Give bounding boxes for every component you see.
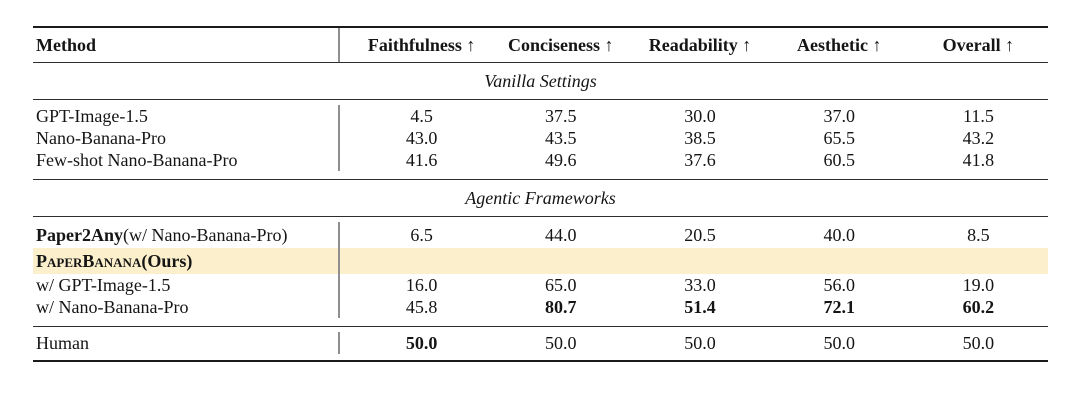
method-cell: Paper2Any (w/ Nano-Banana-Pro) bbox=[33, 222, 340, 248]
score-cell: 50.0 bbox=[962, 332, 995, 353]
method-cell: GPT-Image-1.5 bbox=[33, 105, 340, 127]
score-cell-best: 72.1 bbox=[823, 296, 855, 317]
score-cell: 65.5 bbox=[823, 127, 855, 148]
score-cell-best: 50.0 bbox=[405, 332, 438, 353]
score-cell: 37.6 bbox=[684, 149, 716, 170]
header-readability: Readability ↑ bbox=[648, 34, 752, 55]
score-cell: 60.5 bbox=[823, 149, 855, 170]
method-name-smallcaps: PaperBanana bbox=[36, 250, 142, 271]
header-faithfulness: Faithfulness ↑ bbox=[367, 34, 476, 55]
score-cell: 50.0 bbox=[545, 332, 577, 353]
score-cell: 16.0 bbox=[405, 274, 438, 295]
score-cell: 50.0 bbox=[823, 332, 855, 353]
score-cell: 56.0 bbox=[823, 274, 855, 295]
score-cell: 43.2 bbox=[962, 127, 995, 148]
vanilla-rule bbox=[33, 99, 1048, 100]
table-row-ours-gpt-image: w/ GPT-Image-1.5 16.0 65.0 33.0 56.0 19.… bbox=[33, 274, 1048, 296]
agentic-rule bbox=[33, 216, 1048, 217]
method-cell: w/ GPT-Image-1.5 bbox=[33, 274, 340, 296]
score-cell: 49.6 bbox=[545, 149, 577, 170]
score-cell-best: 60.2 bbox=[962, 296, 995, 317]
score-cell: 19.0 bbox=[962, 274, 995, 295]
score-cell: 33.0 bbox=[684, 274, 716, 295]
method-cell: PaperBanana (Ours) bbox=[33, 248, 340, 274]
score-cell: 30.0 bbox=[684, 105, 716, 126]
pre-human-rule bbox=[33, 326, 1048, 327]
table-row-paper2any: Paper2Any (w/ Nano-Banana-Pro) 6.5 44.0 … bbox=[33, 222, 1048, 248]
score-cell-best: 51.4 bbox=[684, 296, 716, 317]
score-cell: 40.0 bbox=[823, 224, 855, 245]
header-row: Method Faithfulness ↑ Conciseness ↑ Read… bbox=[33, 28, 1048, 62]
section-title-vanilla: Vanilla Settings bbox=[484, 70, 597, 91]
score-cell: 50.0 bbox=[684, 332, 716, 353]
top-rule bbox=[33, 26, 1048, 28]
score-cell: 43.5 bbox=[545, 127, 577, 148]
score-cell: 41.6 bbox=[405, 149, 438, 170]
method-name-rest: (w/ Nano-Banana-Pro) bbox=[123, 224, 288, 245]
score-cell: 8.5 bbox=[967, 224, 990, 245]
score-cell: 45.8 bbox=[405, 296, 438, 317]
score-cell: 37.5 bbox=[545, 105, 577, 126]
method-cell: Human bbox=[33, 332, 340, 354]
score-cell: 41.8 bbox=[962, 149, 995, 170]
score-cell: 20.5 bbox=[684, 224, 716, 245]
method-name-rest: (Ours) bbox=[141, 250, 193, 271]
table-row-paperbanana-ours: PaperBanana (Ours) bbox=[33, 248, 1048, 274]
results-table: Method Faithfulness ↑ Conciseness ↑ Read… bbox=[33, 26, 1048, 362]
method-cell: Nano-Banana-Pro bbox=[33, 127, 340, 149]
header-overall: Overall ↑ bbox=[942, 34, 1015, 55]
header-aesthetic: Aesthetic ↑ bbox=[796, 34, 882, 55]
score-cell: 11.5 bbox=[962, 105, 994, 126]
score-cell: 6.5 bbox=[410, 224, 433, 245]
score-cell: 4.5 bbox=[410, 105, 433, 126]
score-cell-best: 80.7 bbox=[545, 296, 577, 317]
method-name-bold: Paper2Any bbox=[36, 224, 123, 245]
table-row-gpt-image: GPT-Image-1.5 4.5 37.5 30.0 37.0 11.5 bbox=[33, 105, 1048, 127]
header-rule bbox=[33, 62, 1048, 63]
score-cell: 65.0 bbox=[545, 274, 577, 295]
pre-agentic-rule bbox=[33, 179, 1048, 180]
score-cell: 43.0 bbox=[405, 127, 438, 148]
empty-score-area bbox=[340, 248, 1048, 274]
method-cell: w/ Nano-Banana-Pro bbox=[33, 296, 340, 318]
table-row-nano-banana: Nano-Banana-Pro 43.0 43.5 38.5 65.5 43.2 bbox=[33, 127, 1048, 149]
header-method: Method bbox=[33, 28, 340, 62]
table-row-fewshot-nano-banana: Few-shot Nano-Banana-Pro 41.6 49.6 37.6 … bbox=[33, 149, 1048, 171]
vanilla-section: GPT-Image-1.5 4.5 37.5 30.0 37.0 11.5 Na… bbox=[33, 100, 1048, 179]
table-row-human: Human 50.0 50.0 50.0 50.0 50.0 bbox=[33, 332, 1048, 354]
human-section: Human 50.0 50.0 50.0 50.0 50.0 bbox=[33, 327, 1048, 360]
section-title-agentic: Agentic Frameworks bbox=[465, 187, 616, 208]
table-row-ours-nano-banana: w/ Nano-Banana-Pro 45.8 80.7 51.4 72.1 6… bbox=[33, 296, 1048, 318]
method-cell: Few-shot Nano-Banana-Pro bbox=[33, 149, 340, 171]
header-conciseness: Conciseness ↑ bbox=[508, 34, 614, 55]
score-cell: 44.0 bbox=[545, 224, 577, 245]
agentic-section: Paper2Any (w/ Nano-Banana-Pro) 6.5 44.0 … bbox=[33, 217, 1048, 326]
score-cell: 37.0 bbox=[823, 105, 855, 126]
bottom-rule bbox=[33, 360, 1048, 362]
score-cell: 38.5 bbox=[684, 127, 716, 148]
